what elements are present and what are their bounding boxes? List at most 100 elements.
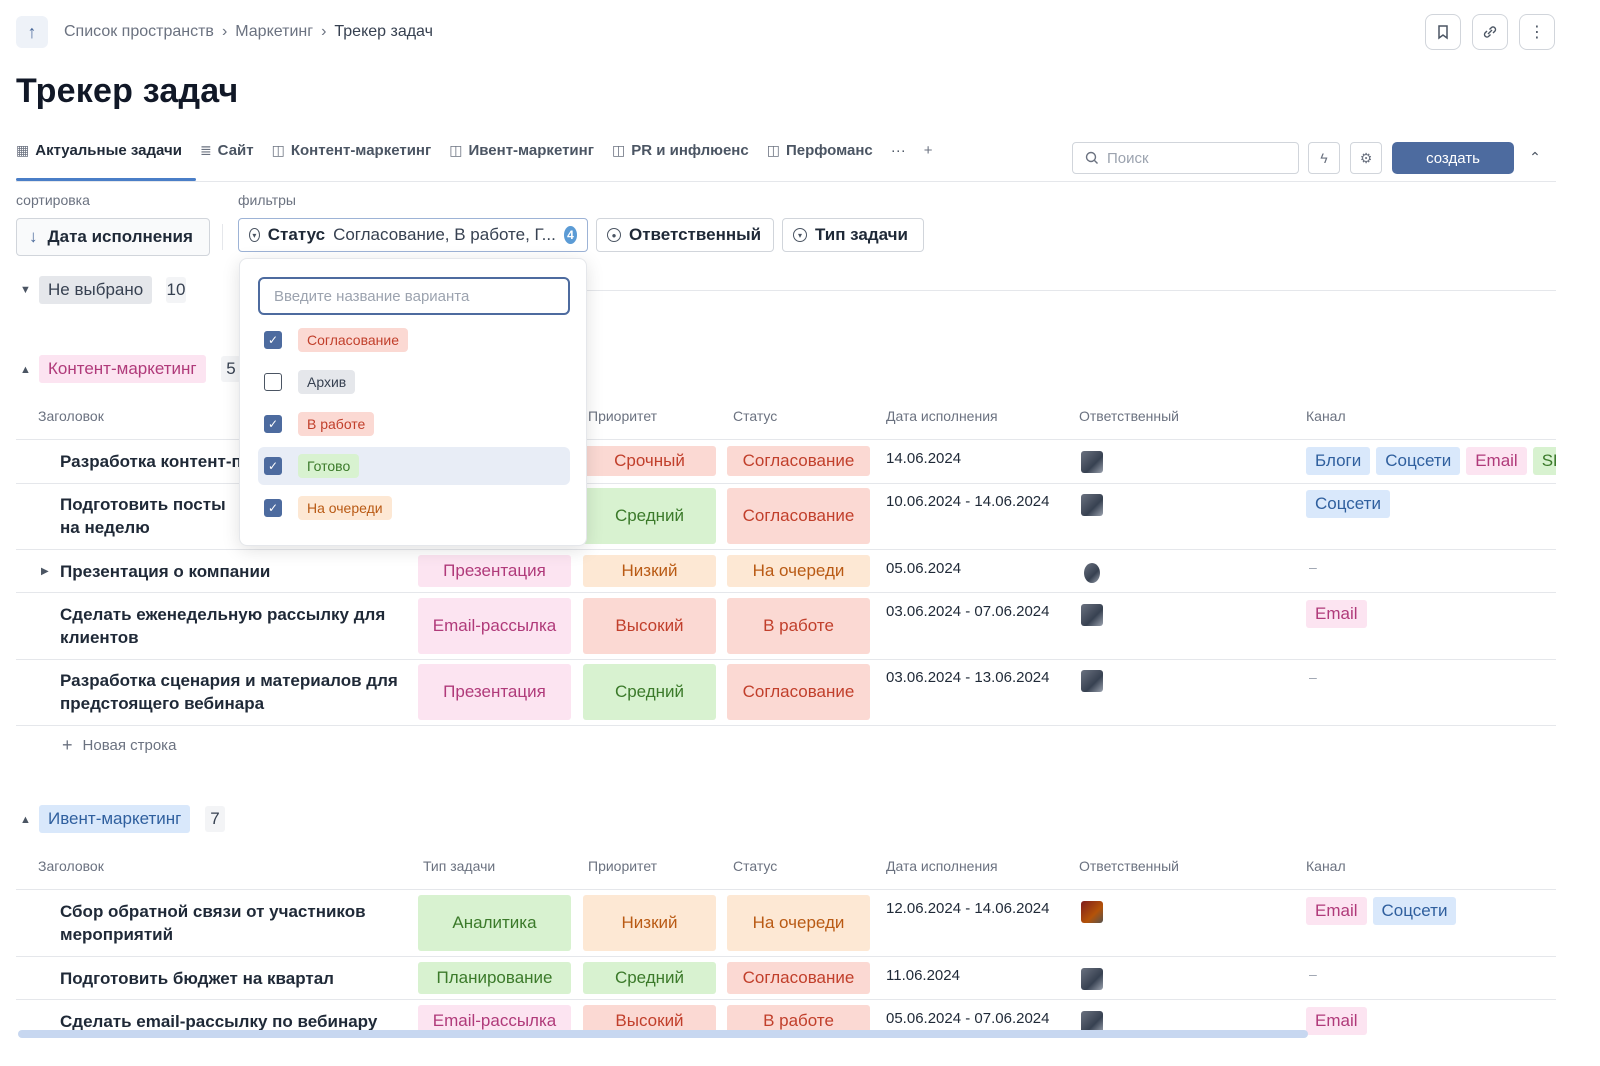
- status-pill[interactable]: Согласование: [727, 488, 870, 544]
- tab-content-marketing[interactable]: ◫ Контент-маркетинг: [272, 140, 432, 159]
- priority-pill[interactable]: Низкий: [583, 895, 716, 951]
- add-tab-button[interactable]: +: [924, 140, 933, 159]
- task-title[interactable]: Сделать email-рассылку по вебинару: [60, 1012, 378, 1031]
- due-date[interactable]: 03.06.2024 - 07.06.2024: [886, 603, 1050, 620]
- channel-chip[interactable]: Email: [1306, 1007, 1367, 1035]
- avatar[interactable]: [1081, 494, 1103, 516]
- tab-performance[interactable]: ◫ Перфоманс: [767, 140, 873, 159]
- due-date[interactable]: 05.06.2024 - 07.06.2024: [886, 1010, 1050, 1027]
- checkbox-checked-icon[interactable]: ✓: [264, 457, 282, 475]
- option-archive[interactable]: Архив: [258, 363, 570, 401]
- task-title[interactable]: Презентация о компании: [60, 562, 271, 581]
- checkbox-checked-icon[interactable]: ✓: [264, 415, 282, 433]
- priority-pill[interactable]: Срочный: [583, 446, 716, 476]
- due-date[interactable]: 03.06.2024 - 13.06.2024: [886, 669, 1050, 686]
- collapse-toolbar-button[interactable]: ⌃: [1524, 146, 1546, 168]
- channel-chip[interactable]: Email: [1306, 897, 1367, 925]
- checkbox-unchecked-icon[interactable]: [264, 373, 282, 391]
- collapse-triangle-icon[interactable]: ▼: [20, 284, 31, 296]
- checkbox-checked-icon[interactable]: ✓: [264, 499, 282, 517]
- column-header-status[interactable]: Статус: [733, 858, 778, 874]
- column-header-priority[interactable]: Приоритет: [588, 408, 658, 424]
- column-header-status[interactable]: Статус: [733, 408, 778, 424]
- task-type-filter-button[interactable]: ▾ Тип задачи: [782, 218, 924, 252]
- task-title[interactable]: Подготовить посты на неделю: [60, 495, 226, 537]
- column-header-channel[interactable]: Канал: [1306, 408, 1346, 424]
- column-header-date[interactable]: Дата исполнения: [886, 858, 998, 874]
- avatar[interactable]: [1081, 670, 1103, 692]
- checkbox-checked-icon[interactable]: ✓: [264, 331, 282, 349]
- option-done[interactable]: ✓ Готово: [258, 447, 570, 485]
- column-header-title[interactable]: Заголовок: [38, 858, 104, 874]
- option-in-progress[interactable]: ✓ В работе: [258, 405, 570, 443]
- avatar[interactable]: [1081, 968, 1103, 990]
- add-row-button[interactable]: + Новая строка: [62, 735, 176, 756]
- task-title[interactable]: Сбор обратной связи от участников меропр…: [60, 902, 366, 944]
- column-header-date[interactable]: Дата исполнения: [886, 408, 998, 424]
- avatar[interactable]: [1081, 901, 1103, 923]
- type-pill[interactable]: Презентация: [418, 664, 571, 720]
- expand-triangle-icon[interactable]: ▶: [41, 566, 49, 577]
- create-button[interactable]: создать: [1392, 142, 1514, 174]
- option-queued[interactable]: ✓ На очереди: [258, 489, 570, 527]
- status-pill[interactable]: Согласование: [727, 962, 870, 994]
- due-date[interactable]: 10.06.2024 - 14.06.2024: [886, 493, 1050, 510]
- channel-chip[interactable]: Соцсети: [1376, 447, 1461, 475]
- settings-button[interactable]: ⚙: [1350, 142, 1382, 174]
- type-pill[interactable]: Аналитика: [418, 895, 571, 951]
- status-pill[interactable]: Согласование: [727, 664, 870, 720]
- status-pill[interactable]: Согласование: [727, 446, 870, 476]
- priority-pill[interactable]: Средний: [583, 664, 716, 720]
- status-pill[interactable]: На очереди: [727, 555, 870, 587]
- status-pill[interactable]: В работе: [727, 598, 870, 654]
- channel-chip[interactable]: Соцсети: [1306, 490, 1390, 518]
- priority-pill[interactable]: Высокий: [583, 598, 716, 654]
- column-header-assignee[interactable]: Ответственный: [1079, 408, 1179, 424]
- assignee-filter-button[interactable]: ● Ответственный: [596, 218, 774, 252]
- more-tabs-button[interactable]: ···: [891, 140, 906, 159]
- task-title[interactable]: Разработка сценария и материалов для пре…: [60, 671, 398, 713]
- type-pill[interactable]: Планирование: [418, 962, 571, 994]
- tab-site[interactable]: ≣ Сайт: [200, 140, 254, 159]
- type-pill[interactable]: Email-рассылка: [418, 598, 571, 654]
- horizontal-scrollbar[interactable]: [18, 1030, 1308, 1038]
- avatar[interactable]: [1081, 1011, 1103, 1033]
- status-pill[interactable]: На очереди: [727, 895, 870, 951]
- up-arrow-button[interactable]: ↑: [16, 16, 48, 48]
- due-date[interactable]: 11.06.2024: [886, 967, 960, 984]
- column-header-assignee[interactable]: Ответственный: [1079, 858, 1179, 874]
- bookmark-button[interactable]: [1425, 14, 1461, 50]
- priority-pill[interactable]: Низкий: [583, 555, 716, 587]
- automation-button[interactable]: ϟ: [1308, 142, 1340, 174]
- channel-chip[interactable]: Email: [1466, 447, 1527, 475]
- channel-chip[interactable]: Email: [1306, 600, 1367, 628]
- collapse-triangle-icon[interactable]: ▲: [20, 364, 31, 376]
- link-button[interactable]: [1472, 14, 1508, 50]
- tab-pr-influence[interactable]: ◫ PR и инфлюенс: [612, 140, 749, 159]
- type-pill[interactable]: Презентация: [418, 555, 571, 587]
- channel-chip[interactable]: Блоги: [1306, 447, 1371, 475]
- option-search-input[interactable]: Введите название варианта: [258, 277, 570, 315]
- channel-chip[interactable]: Соцсети: [1372, 897, 1457, 925]
- column-header-priority[interactable]: Приоритет: [588, 858, 658, 874]
- tab-event-marketing[interactable]: ◫ Ивент-маркетинг: [449, 140, 594, 159]
- sort-button[interactable]: ↓ Дата исполнения: [16, 218, 210, 256]
- status-filter-button[interactable]: ▾ Статус Согласование, В работе, Г... 4: [238, 218, 588, 252]
- breadcrumb-item-spaces[interactable]: Список пространств: [64, 23, 214, 40]
- column-header-type[interactable]: Тип задачи: [423, 858, 496, 874]
- tab-current-tasks[interactable]: ▦ Актуальные задачи: [16, 140, 182, 159]
- more-options-button[interactable]: ⋮: [1519, 14, 1555, 50]
- collapse-triangle-icon[interactable]: ▲: [20, 814, 31, 826]
- avatar[interactable]: [1084, 563, 1100, 583]
- column-header-channel[interactable]: Канал: [1306, 858, 1346, 874]
- breadcrumb-item-marketing[interactable]: Маркетинг: [235, 23, 314, 40]
- due-date[interactable]: 05.06.2024: [886, 560, 962, 577]
- task-title[interactable]: Сделать еженедельную рассылку для клиент…: [60, 605, 386, 647]
- column-header-title[interactable]: Заголовок: [38, 408, 104, 424]
- avatar[interactable]: [1081, 451, 1103, 473]
- search-input[interactable]: Поиск: [1072, 142, 1299, 174]
- priority-pill[interactable]: Средний: [583, 488, 716, 544]
- task-title[interactable]: Разработка контент-плана на месяц: [60, 452, 240, 471]
- due-date[interactable]: 12.06.2024 - 14.06.2024: [886, 900, 1050, 917]
- due-date[interactable]: 14.06.2024: [886, 450, 962, 467]
